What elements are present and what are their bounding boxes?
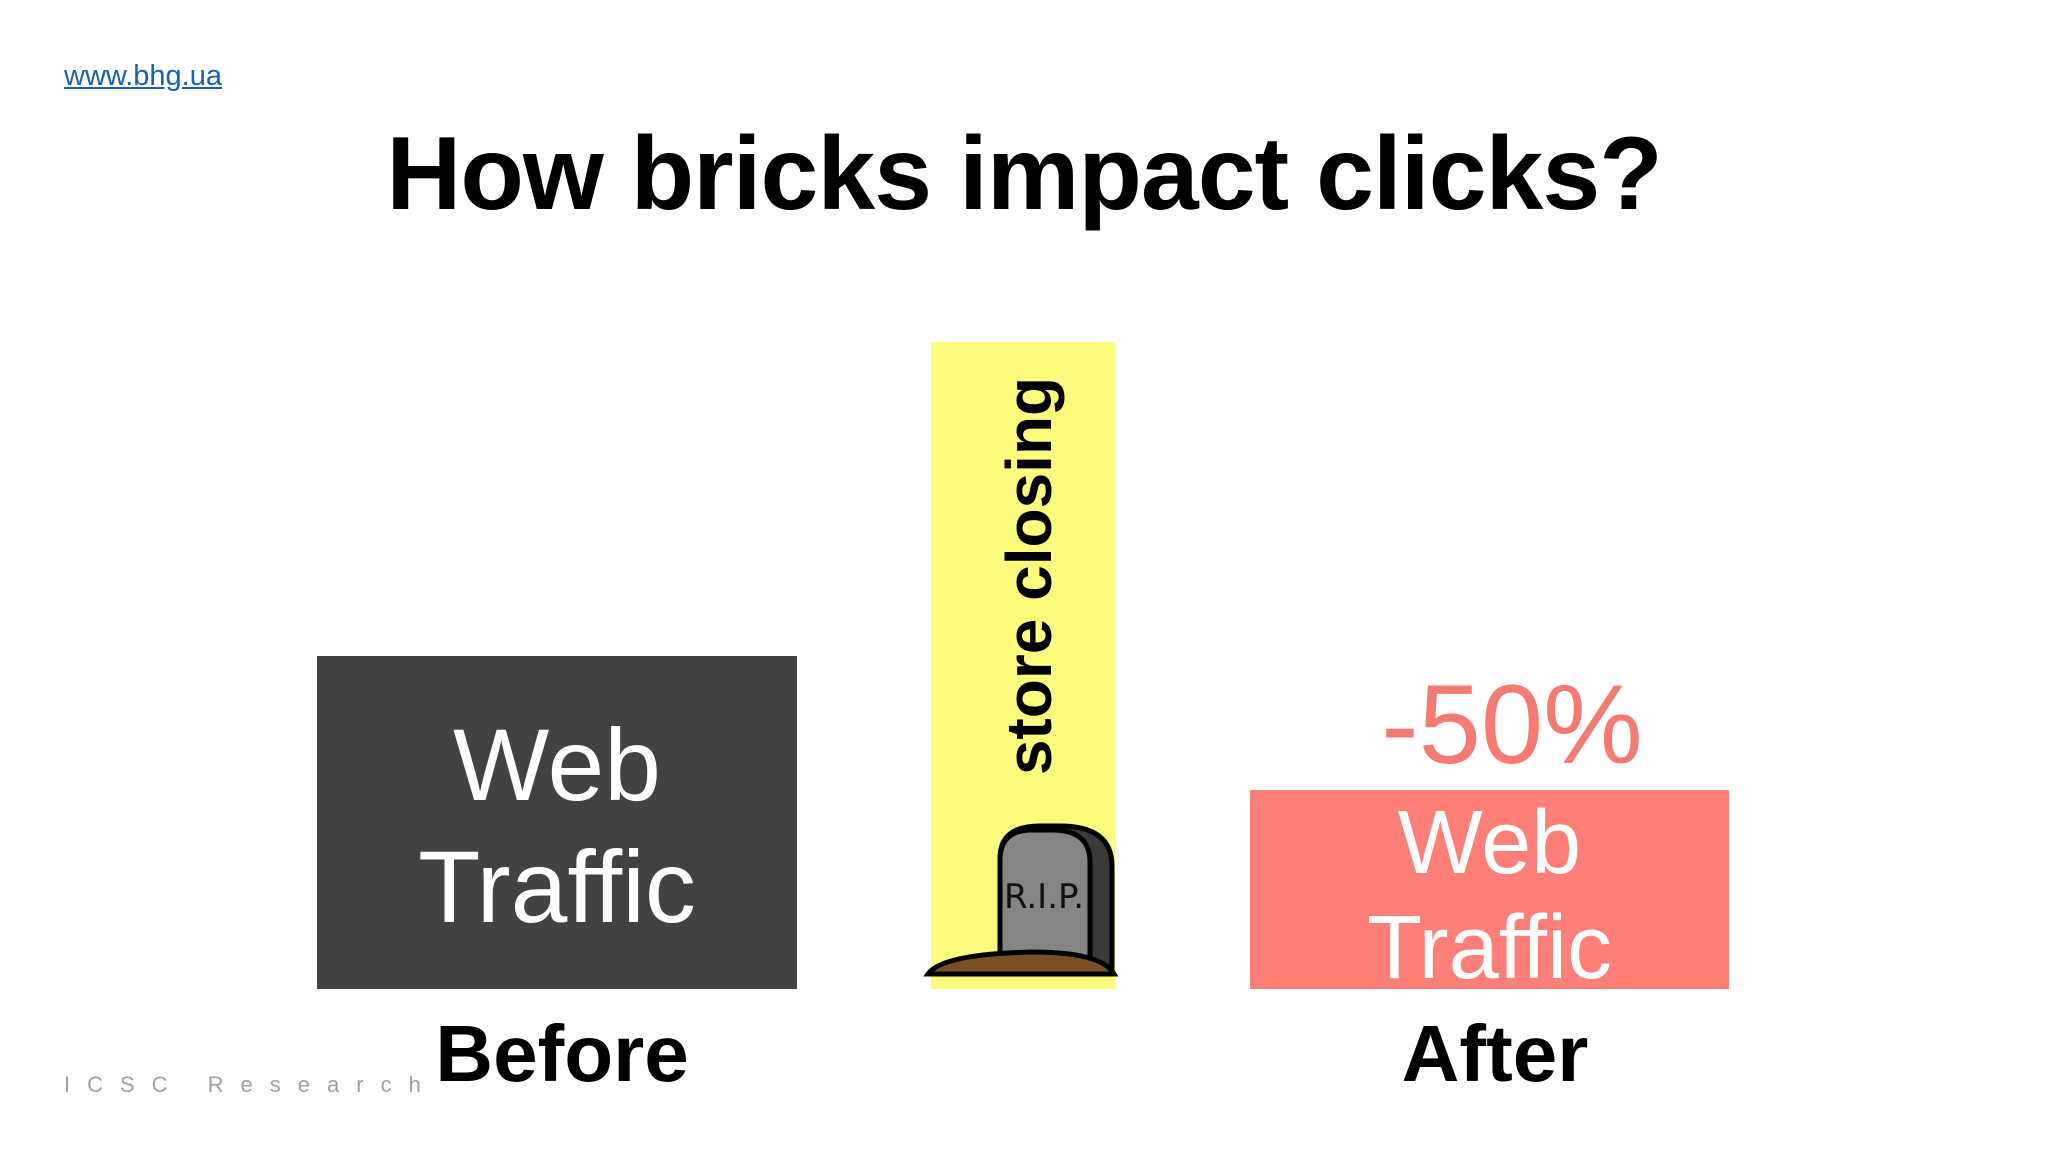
after-label: After bbox=[1401, 1009, 1589, 1098]
after-box-line2: Traffic bbox=[1366, 898, 1613, 998]
tombstone-text: R.I.P. bbox=[1004, 877, 1084, 917]
website-link[interactable]: www.bhg.ua bbox=[64, 60, 222, 92]
tombstone-icon: R.I.P. bbox=[923, 823, 1118, 977]
change-percent: -50% bbox=[1381, 662, 1643, 787]
before-box-line1: Web bbox=[453, 708, 661, 822]
source-footer: ICSC Research bbox=[64, 1072, 438, 1097]
before-box-line2: Traffic bbox=[418, 830, 696, 944]
slide-title: How bricks impact clicks? bbox=[386, 116, 1663, 232]
after-box-line1: Web bbox=[1397, 793, 1582, 893]
store-closing-text: store closing bbox=[993, 376, 1065, 776]
before-label: Before bbox=[435, 1009, 689, 1098]
after-traffic-box: Web Traffic bbox=[1250, 790, 1729, 993]
before-traffic-box: Web Traffic bbox=[317, 656, 797, 989]
